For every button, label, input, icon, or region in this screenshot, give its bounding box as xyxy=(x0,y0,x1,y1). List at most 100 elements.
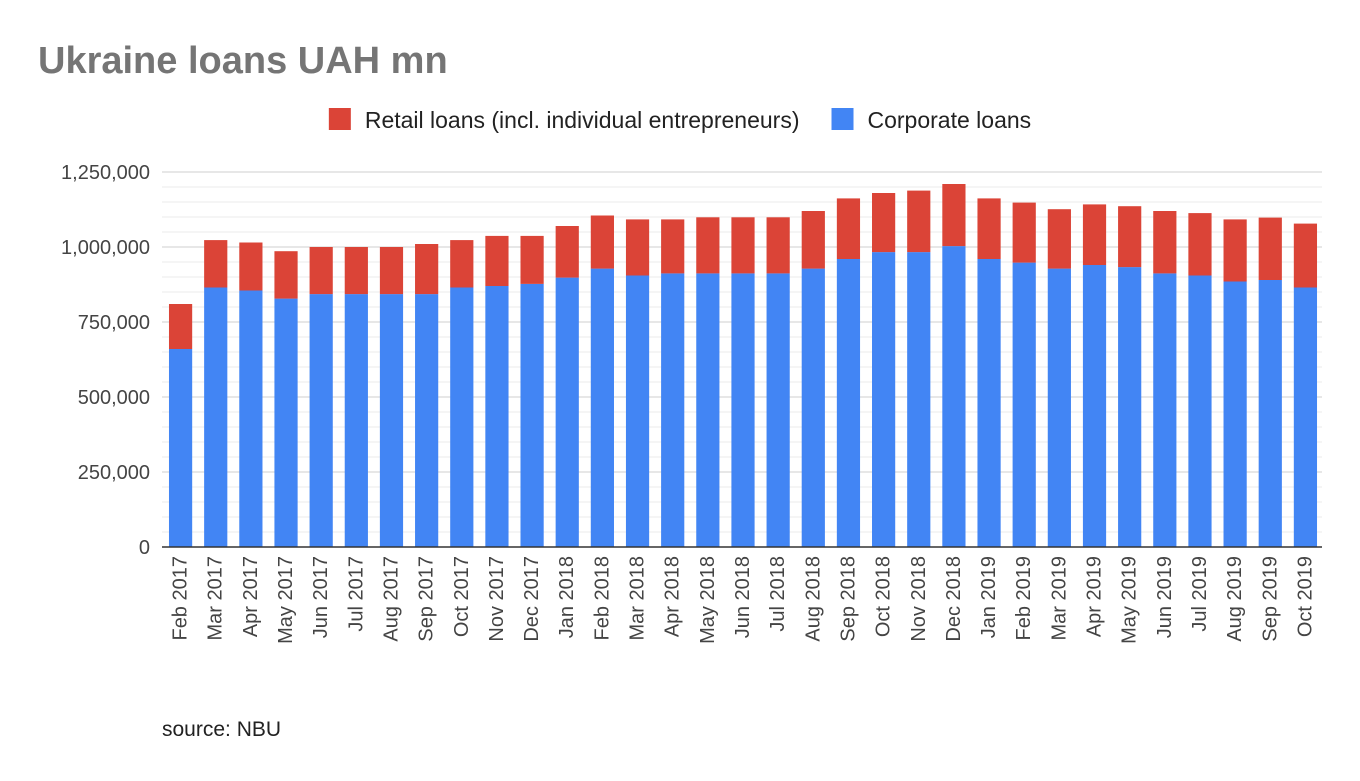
legend-swatch-corporate xyxy=(831,108,854,130)
x-tick-label: Aug 2017 xyxy=(380,556,402,642)
bar-retail-loans xyxy=(1047,209,1071,269)
bar-retail-loans xyxy=(1188,213,1212,276)
bar-retail-loans xyxy=(942,184,966,247)
bar-corporate-loans xyxy=(836,259,861,547)
source-note: source: NBU xyxy=(162,718,281,741)
legend: Retail loans (incl. individual entrepren… xyxy=(328,107,1032,133)
x-tick-label: Aug 2019 xyxy=(1224,556,1246,642)
bar-corporate-loans xyxy=(1153,273,1177,547)
bar-retail-loans xyxy=(204,240,228,288)
bar-retail-loans xyxy=(907,190,931,253)
bar-retail-loans xyxy=(450,240,474,288)
bar-retail-loans xyxy=(1223,219,1247,282)
x-tick-label: Apr 2019 xyxy=(1084,556,1106,637)
bar-corporate-loans xyxy=(555,277,579,547)
legend-swatch-retail xyxy=(328,108,351,130)
bar-corporate-loans xyxy=(977,259,1001,547)
y-tick-label: 1,250,000 xyxy=(61,162,150,184)
x-tick-label: Jun 2018 xyxy=(732,556,754,638)
bar-corporate-loans xyxy=(1118,267,1142,547)
bar-corporate-loans xyxy=(907,252,931,547)
bar-corporate-loans xyxy=(696,273,720,547)
bar-corporate-loans xyxy=(942,246,966,547)
bar-corporate-loans xyxy=(661,273,685,547)
bar-corporate-loans xyxy=(1012,262,1036,547)
bar-corporate-loans xyxy=(1258,280,1282,547)
bar-corporate-loans xyxy=(274,298,298,547)
bar-corporate-loans xyxy=(344,294,368,547)
y-tick-label: 500,000 xyxy=(78,387,150,409)
bar-retail-loans xyxy=(696,217,720,274)
bar-corporate-loans xyxy=(168,349,193,547)
bar-corporate-loans xyxy=(309,294,333,547)
bar-retail-loans xyxy=(344,247,368,295)
bar-corporate-loans xyxy=(379,294,404,547)
x-tick-label: Mar 2019 xyxy=(1048,556,1070,641)
x-tick-label: Nov 2018 xyxy=(908,556,930,642)
bar-corporate-loans xyxy=(590,268,614,547)
x-tick-label: Dec 2017 xyxy=(521,556,543,642)
bar-retail-loans xyxy=(836,198,861,259)
x-axis: Feb 2017 Mar 2017 Apr 2017 May 2017 Jun 2017… xyxy=(162,546,1322,644)
x-tick-label: May 2019 xyxy=(1119,556,1141,644)
bar-corporate-loans xyxy=(625,275,650,547)
x-tick-label: Nov 2017 xyxy=(486,556,508,642)
x-tick-label: Apr 2018 xyxy=(662,556,684,637)
x-tick-label: Oct 2018 xyxy=(873,556,895,637)
bar-corporate-loans xyxy=(239,290,263,547)
x-tick-label: Jun 2017 xyxy=(310,556,332,638)
bar-corporate-loans xyxy=(766,273,790,547)
bar-retail-loans xyxy=(274,251,298,299)
x-tick-label: Mar 2017 xyxy=(205,556,227,641)
bar-retail-loans xyxy=(872,193,896,253)
bar-corporate-loans xyxy=(450,287,474,547)
bar-corporate-loans xyxy=(1082,265,1107,547)
x-tick-label: Jul 2018 xyxy=(767,556,789,632)
x-tick-label: Apr 2017 xyxy=(240,556,262,637)
x-tick-label: May 2017 xyxy=(275,556,297,644)
bar-corporate-loans xyxy=(872,252,896,547)
bar-corporate-loans xyxy=(485,286,509,547)
x-tick-label: Feb 2018 xyxy=(591,556,613,641)
y-axis: 0 250,000 500,000 750,000 1,000,000 1,250,000 xyxy=(61,162,150,559)
y-tick-label: 750,000 xyxy=(78,312,150,334)
bar-corporate-loans xyxy=(1047,268,1071,547)
bar-corporate-loans xyxy=(415,294,439,547)
bar-retail-loans xyxy=(555,226,579,278)
x-tick-label: Jun 2019 xyxy=(1154,556,1176,638)
x-tick-label: Oct 2019 xyxy=(1294,556,1316,637)
bar-retail-loans xyxy=(1293,223,1318,288)
y-tick-label: 1,000,000 xyxy=(61,237,150,259)
legend-label-corporate: Corporate loans xyxy=(868,107,1032,133)
bar-retail-loans xyxy=(1118,206,1142,268)
bar-retail-loans xyxy=(1082,204,1107,265)
bar-retail-loans xyxy=(415,244,439,295)
bar-retail-loans xyxy=(766,217,790,274)
bar-retail-loans xyxy=(1153,211,1177,274)
bars xyxy=(168,184,1318,547)
bar-corporate-loans xyxy=(1188,275,1212,547)
x-tick-label: Mar 2018 xyxy=(627,556,649,641)
x-tick-label: Aug 2018 xyxy=(802,556,824,642)
x-tick-label: Feb 2019 xyxy=(1013,556,1035,641)
bar-corporate-loans xyxy=(204,287,228,547)
bar-retail-loans xyxy=(625,219,650,276)
x-tick-label: Sep 2017 xyxy=(416,556,438,642)
x-tick-label: Feb 2017 xyxy=(170,556,192,641)
y-tick-label: 250,000 xyxy=(78,462,150,484)
bar-retail-loans xyxy=(1258,217,1282,280)
x-tick-label: Oct 2017 xyxy=(451,556,473,637)
bar-corporate-loans xyxy=(1293,287,1318,547)
bar-retail-loans xyxy=(379,247,404,295)
bar-retail-loans xyxy=(309,247,333,295)
x-tick-label: May 2018 xyxy=(697,556,719,644)
bar-corporate-loans xyxy=(1223,281,1247,547)
bar-retail-loans xyxy=(801,211,825,269)
x-tick-label: Jul 2019 xyxy=(1189,556,1211,632)
y-tick-label: 0 xyxy=(139,537,150,559)
bar-retail-loans xyxy=(520,235,544,284)
bar-corporate-loans xyxy=(801,268,825,547)
bar-retail-loans xyxy=(977,198,1001,259)
bar-retail-loans xyxy=(590,215,614,269)
x-tick-label: Dec 2018 xyxy=(943,556,965,642)
